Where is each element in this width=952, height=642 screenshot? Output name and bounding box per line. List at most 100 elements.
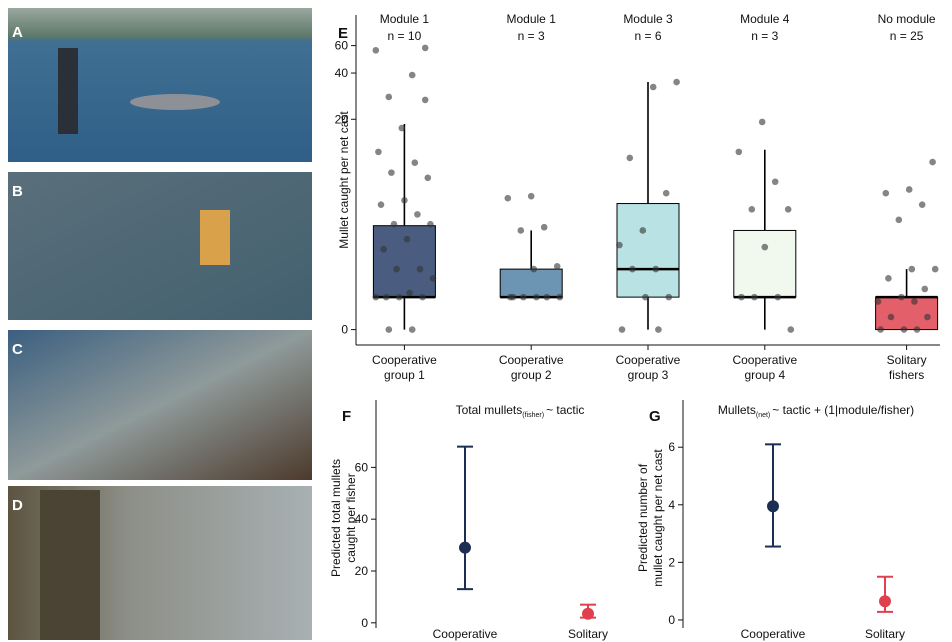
data-point — [393, 266, 400, 273]
photo-c — [8, 330, 312, 480]
data-point — [430, 275, 437, 282]
data-point — [391, 221, 398, 228]
photo-label: B — [12, 183, 23, 200]
y-tick-label: 20 — [355, 564, 369, 578]
data-point — [528, 193, 535, 200]
data-point — [404, 236, 411, 243]
x-tick-label-line: group 3 — [628, 368, 669, 382]
module-label: Module 3 — [623, 12, 673, 26]
data-point — [388, 169, 395, 176]
photo-b — [8, 172, 312, 320]
photo-label: C — [12, 341, 23, 358]
y-tick-label: 20 — [335, 112, 349, 126]
data-point — [409, 326, 416, 333]
data-point — [510, 294, 517, 301]
x-tick-label: Solitary — [568, 627, 608, 641]
data-point — [673, 79, 680, 86]
photo-label: D — [12, 497, 23, 514]
data-point — [666, 294, 673, 301]
box — [876, 297, 938, 329]
y-axis-label: Predicted number ofmullet caught per net… — [636, 449, 665, 587]
data-point — [422, 97, 429, 104]
estimate-point — [879, 595, 891, 607]
data-point — [629, 266, 636, 273]
x-tick-label-line: Cooperative — [372, 353, 437, 367]
x-tick-label: Cooperative — [741, 627, 806, 641]
x-tick-label-line: group 2 — [511, 368, 552, 382]
data-point — [373, 294, 380, 301]
panel-title: Total mullets(fisher)~ tactic — [456, 403, 585, 419]
y-axis-label: Mullet caught per net cast — [337, 111, 351, 249]
y-tick-label: 40 — [335, 66, 349, 80]
data-point — [380, 246, 387, 253]
data-point — [922, 286, 929, 293]
box — [734, 230, 796, 297]
data-point — [663, 190, 670, 197]
data-point — [736, 149, 743, 156]
data-point — [924, 314, 931, 321]
fisher — [200, 210, 230, 265]
module-label: No module — [878, 12, 936, 26]
data-point — [883, 190, 890, 197]
data-point — [518, 227, 525, 234]
x-tick-label-line: Cooperative — [732, 353, 797, 367]
y-tick-label: 4 — [668, 498, 675, 512]
module-label: Module 1 — [507, 12, 557, 26]
data-point — [785, 206, 792, 213]
fisher — [40, 490, 100, 640]
y-axis-label-line: Predicted number of — [636, 463, 650, 572]
data-point — [541, 224, 548, 231]
data-point — [653, 266, 660, 273]
y-tick-label: 2 — [668, 555, 675, 569]
data-point — [414, 211, 421, 218]
data-point — [378, 201, 385, 208]
data-point — [655, 326, 662, 333]
data-point — [386, 326, 393, 333]
y-axis-label-line: mullet caught per net cast — [651, 449, 665, 587]
data-point — [929, 159, 936, 166]
y-axis-label: Predicted total mulletscaught per fisher — [329, 459, 358, 577]
data-point — [749, 206, 756, 213]
data-point — [554, 263, 561, 270]
data-point — [544, 294, 551, 301]
module-label: Module 4 — [740, 12, 790, 26]
data-point — [906, 186, 913, 193]
x-tick-label-line: Cooperative — [616, 353, 681, 367]
data-point — [505, 195, 512, 202]
data-point — [919, 201, 926, 208]
x-tick-label-line: group 4 — [744, 368, 785, 382]
data-point — [877, 326, 884, 333]
title-rest: ~ tactic — [546, 403, 584, 417]
data-point — [383, 294, 390, 301]
data-point — [888, 314, 895, 321]
figure: A B C D EMullet caught per net cast02040… — [0, 0, 952, 642]
estimate-point — [582, 608, 594, 620]
n-label: n = 25 — [890, 29, 924, 43]
data-point — [640, 227, 647, 234]
n-label: n = 3 — [751, 29, 778, 43]
x-tick-label: Cooperative — [433, 627, 498, 641]
data-point — [627, 155, 634, 162]
data-point — [772, 178, 779, 185]
fisher — [58, 48, 78, 134]
photos: A B C D — [8, 8, 312, 640]
box — [500, 269, 562, 297]
data-point — [898, 294, 905, 301]
x-tick-label: Solitaryfishers — [887, 353, 927, 382]
n-label: n = 3 — [518, 29, 545, 43]
data-point — [932, 266, 939, 273]
n-label: n = 10 — [388, 29, 422, 43]
title-sub: (fisher) — [522, 412, 544, 419]
y-tick-label: 6 — [668, 440, 675, 454]
box — [373, 226, 435, 297]
x-tick-label-line: Cooperative — [499, 353, 564, 367]
data-point — [762, 244, 769, 251]
title-rest: ~ tactic + (1|module/fisher) — [772, 403, 914, 417]
data-point — [412, 159, 419, 166]
y-tick-label: 60 — [355, 460, 369, 474]
photo-label: A — [12, 24, 23, 41]
data-point — [396, 294, 403, 301]
data-point — [422, 45, 429, 52]
